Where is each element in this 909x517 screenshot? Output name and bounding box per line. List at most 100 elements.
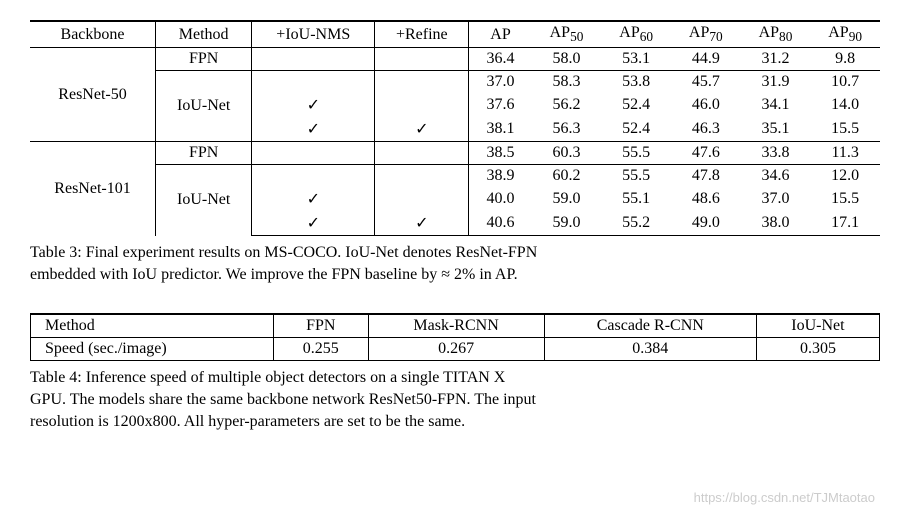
nms-cell: ✓ bbox=[252, 187, 375, 211]
ap-cell: 38.5 bbox=[469, 142, 532, 165]
ref-cell bbox=[375, 48, 469, 71]
t4-val: 0.384 bbox=[544, 338, 756, 361]
table-row: IoU-Net 37.0 58.3 53.8 45.7 31.9 10.7 bbox=[30, 71, 880, 94]
caption-text: Table 3: Final experiment results on MS-… bbox=[30, 244, 537, 261]
t4-col-cascade: Cascade R-CNN bbox=[544, 314, 756, 338]
t3-col-ap50: AP50 bbox=[532, 21, 602, 48]
t4-val: 0.305 bbox=[756, 338, 879, 361]
ap50-cell: 56.2 bbox=[532, 93, 602, 117]
ap90-cell: 10.7 bbox=[810, 71, 880, 94]
t4-val: 0.267 bbox=[368, 338, 544, 361]
ap80-cell: 37.0 bbox=[741, 187, 811, 211]
t3-col-ap60: AP60 bbox=[601, 21, 671, 48]
ap70-cell: 46.3 bbox=[671, 117, 741, 142]
ap60-cell: 52.4 bbox=[601, 93, 671, 117]
ap90-cell: 15.5 bbox=[810, 117, 880, 142]
table4: Method FPN Mask-RCNN Cascade R-CNN IoU-N… bbox=[30, 313, 880, 361]
ap60-cell: 55.5 bbox=[601, 165, 671, 188]
caption-text: Table 4: Inference speed of multiple obj… bbox=[30, 369, 505, 386]
ap90-cell: 9.8 bbox=[810, 48, 880, 71]
table-row: ResNet-101 FPN 38.5 60.3 55.5 47.6 33.8 … bbox=[30, 142, 880, 165]
table-row: ResNet-50 FPN 36.4 58.0 53.1 44.9 31.2 9… bbox=[30, 48, 880, 71]
ap80-cell: 31.9 bbox=[741, 71, 811, 94]
nms-cell: ✓ bbox=[252, 93, 375, 117]
backbone-cell: ResNet-101 bbox=[30, 142, 156, 236]
ap60-cell: 55.5 bbox=[601, 142, 671, 165]
ref-cell bbox=[375, 93, 469, 117]
ap60-cell: 52.4 bbox=[601, 117, 671, 142]
table-row: IoU-Net 38.9 60.2 55.5 47.8 34.6 12.0 bbox=[30, 165, 880, 188]
ap50-cell: 58.0 bbox=[532, 48, 602, 71]
t3-col-ap90: AP90 bbox=[810, 21, 880, 48]
ap70-cell: 47.8 bbox=[671, 165, 741, 188]
nms-cell: ✓ bbox=[252, 117, 375, 142]
caption-text: resolution is 1200x800. All hyper-parame… bbox=[30, 413, 465, 430]
ap-cell: 38.9 bbox=[469, 165, 532, 188]
method-cell: IoU-Net bbox=[156, 165, 252, 236]
t3-col-ap: AP bbox=[469, 21, 532, 48]
caption-text: embedded with IoU predictor. We improve … bbox=[30, 266, 518, 283]
ap-cell: 37.0 bbox=[469, 71, 532, 94]
t3-col-refine: +Refine bbox=[375, 21, 469, 48]
ap70-cell: 46.0 bbox=[671, 93, 741, 117]
ap-cell: 36.4 bbox=[469, 48, 532, 71]
ap60-cell: 55.2 bbox=[601, 211, 671, 236]
nms-cell bbox=[252, 142, 375, 165]
t4-col-iounet: IoU-Net bbox=[756, 314, 879, 338]
t4-col-fpn: FPN bbox=[274, 314, 368, 338]
ap90-cell: 14.0 bbox=[810, 93, 880, 117]
ref-cell: ✓ bbox=[375, 117, 469, 142]
ref-cell bbox=[375, 142, 469, 165]
t3-col-method: Method bbox=[156, 21, 252, 48]
table-row: Speed (sec./image) 0.255 0.267 0.384 0.3… bbox=[31, 338, 880, 361]
ap90-cell: 11.3 bbox=[810, 142, 880, 165]
ap70-cell: 47.6 bbox=[671, 142, 741, 165]
ap80-cell: 34.1 bbox=[741, 93, 811, 117]
ap70-cell: 44.9 bbox=[671, 48, 741, 71]
t4-col-method: Method bbox=[31, 314, 274, 338]
method-cell: IoU-Net bbox=[156, 71, 252, 142]
ap80-cell: 31.2 bbox=[741, 48, 811, 71]
backbone-cell: ResNet-50 bbox=[30, 48, 156, 142]
t3-col-ap80: AP80 bbox=[741, 21, 811, 48]
t3-col-backbone: Backbone bbox=[30, 21, 156, 48]
ap-cell: 37.6 bbox=[469, 93, 532, 117]
watermark-text: https://blog.csdn.net/TJMtaotao bbox=[694, 490, 875, 505]
ap50-cell: 60.3 bbox=[532, 142, 602, 165]
table3: Backbone Method +IoU-NMS +Refine AP AP50… bbox=[30, 20, 880, 236]
ap50-cell: 59.0 bbox=[532, 211, 602, 236]
t4-val: 0.255 bbox=[274, 338, 368, 361]
ap50-cell: 58.3 bbox=[532, 71, 602, 94]
t3-col-ap70: AP70 bbox=[671, 21, 741, 48]
nms-cell bbox=[252, 71, 375, 94]
ap-cell: 40.0 bbox=[469, 187, 532, 211]
ref-cell bbox=[375, 187, 469, 211]
nms-cell: ✓ bbox=[252, 211, 375, 236]
ap-cell: 40.6 bbox=[469, 211, 532, 236]
ap80-cell: 34.6 bbox=[741, 165, 811, 188]
ap70-cell: 45.7 bbox=[671, 71, 741, 94]
ap90-cell: 12.0 bbox=[810, 165, 880, 188]
ap80-cell: 38.0 bbox=[741, 211, 811, 236]
ap50-cell: 60.2 bbox=[532, 165, 602, 188]
t3-col-iounms: +IoU-NMS bbox=[252, 21, 375, 48]
ap50-cell: 56.3 bbox=[532, 117, 602, 142]
ref-cell bbox=[375, 165, 469, 188]
ap70-cell: 49.0 bbox=[671, 211, 741, 236]
ref-cell: ✓ bbox=[375, 211, 469, 236]
method-cell: FPN bbox=[156, 142, 252, 165]
t4-row-label: Speed (sec./image) bbox=[31, 338, 274, 361]
ap70-cell: 48.6 bbox=[671, 187, 741, 211]
nms-cell bbox=[252, 48, 375, 71]
caption-text: GPU. The models share the same backbone … bbox=[30, 391, 536, 408]
method-cell: FPN bbox=[156, 48, 252, 71]
ap90-cell: 17.1 bbox=[810, 211, 880, 236]
ap90-cell: 15.5 bbox=[810, 187, 880, 211]
table4-caption: Table 4: Inference speed of multiple obj… bbox=[30, 367, 880, 432]
ap80-cell: 33.8 bbox=[741, 142, 811, 165]
t4-col-mask: Mask-RCNN bbox=[368, 314, 544, 338]
ap50-cell: 59.0 bbox=[532, 187, 602, 211]
table3-caption: Table 3: Final experiment results on MS-… bbox=[30, 242, 880, 285]
ap60-cell: 53.1 bbox=[601, 48, 671, 71]
ap-cell: 38.1 bbox=[469, 117, 532, 142]
